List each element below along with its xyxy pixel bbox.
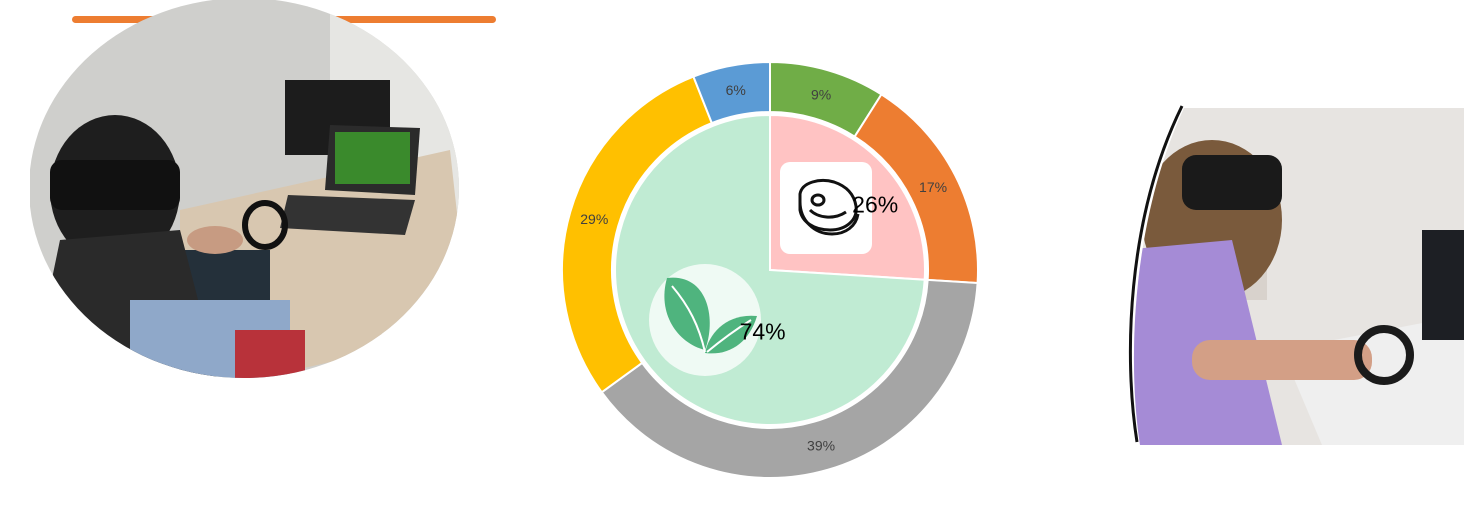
chart-icons [649, 162, 872, 376]
vr-user-photo-left [30, 0, 459, 378]
inner-slice-label-0: 26% [852, 191, 898, 217]
donut-chart: 9% 17% 39% 29% 6% 26% 74% [561, 60, 979, 479]
chart-labels: 9% 17% 39% 29% 6% 26% 74% [580, 82, 947, 453]
steak-icon [780, 162, 872, 254]
vr-user-photo-right [1128, 105, 1464, 445]
outer-slice-label-3: 29% [580, 211, 608, 227]
outer-slice-2 [600, 278, 979, 479]
outer-slice-label-0: 9% [811, 86, 831, 102]
outer-slice-label-4: 6% [726, 82, 746, 98]
leaves-icon [649, 264, 761, 376]
inner-slice-label-1: 74% [740, 319, 786, 345]
outer-slice-label-2: 39% [807, 438, 835, 454]
outer-slice-label-1: 17% [919, 179, 947, 195]
outer-slice-4 [692, 60, 771, 125]
outer-ring [561, 60, 979, 479]
inner-pie [614, 113, 926, 426]
